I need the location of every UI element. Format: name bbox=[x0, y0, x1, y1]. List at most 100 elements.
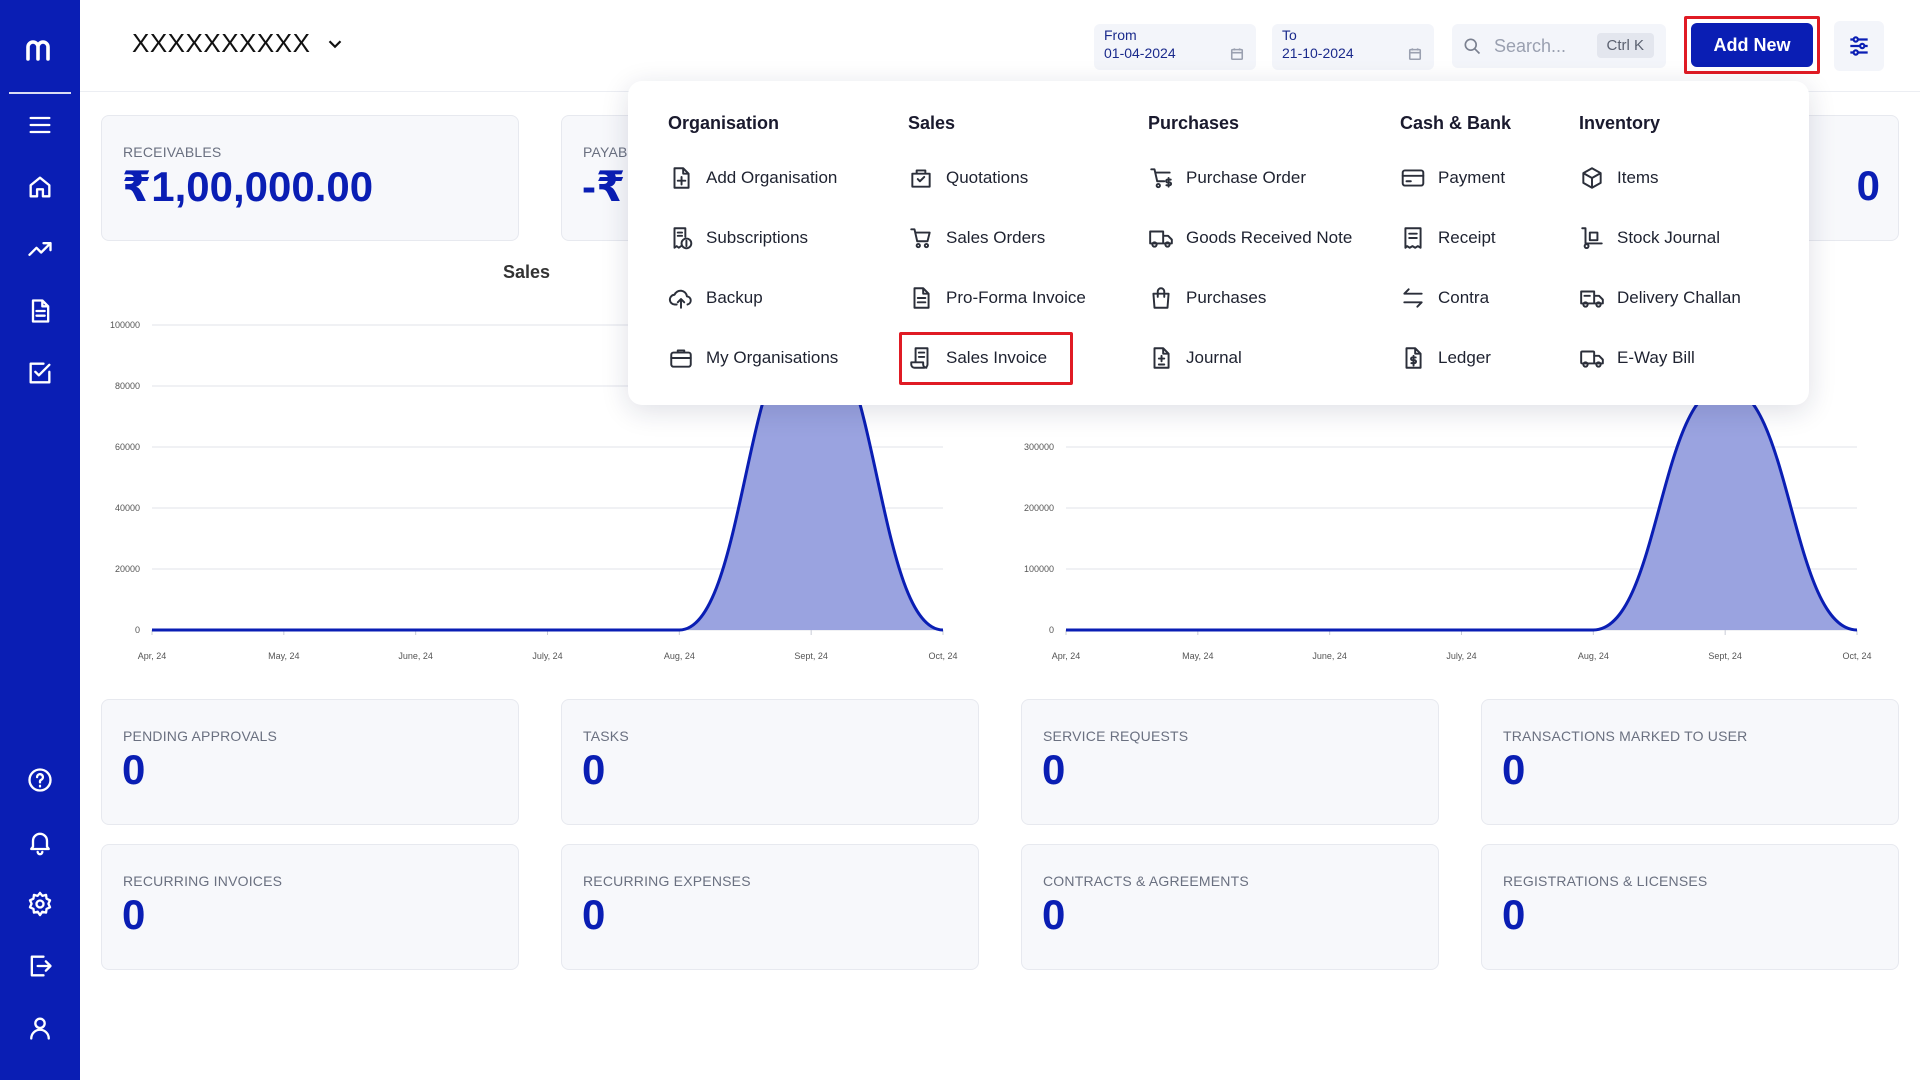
user-icon[interactable] bbox=[22, 1010, 58, 1046]
menu-item-payment[interactable]: Payment bbox=[1400, 165, 1505, 191]
menu-item-label: Add Organisation bbox=[706, 168, 838, 187]
sidebar bbox=[0, 0, 80, 1080]
menu-item-label: Subscriptions bbox=[706, 228, 809, 247]
checkbox-icon[interactable] bbox=[22, 355, 58, 391]
menu-item-contra[interactable]: Contra bbox=[1400, 285, 1489, 311]
sliders-icon bbox=[1850, 36, 1868, 56]
stat-card[interactable]: SERVICE REQUESTS 0 bbox=[1021, 699, 1439, 825]
x-tick-label: Aug, 24 bbox=[664, 651, 695, 661]
bell-icon[interactable] bbox=[22, 824, 58, 860]
column-title: Cash & Bank bbox=[1400, 113, 1512, 133]
menu-item-items[interactable]: Items bbox=[1579, 165, 1659, 191]
stat-card-value: 0 bbox=[582, 891, 606, 938]
add-new-highlight bbox=[1684, 16, 1820, 74]
stat-card[interactable]: CONTRACTS & AGREEMENTS 0 bbox=[1021, 844, 1439, 970]
y-tick-label: 0 bbox=[1049, 625, 1054, 635]
menu-item-label: Purchase Order bbox=[1186, 168, 1306, 187]
app-logo[interactable] bbox=[0, 30, 80, 70]
card-value: -₹ bbox=[582, 163, 626, 210]
x-tick-label: June, 24 bbox=[1312, 651, 1347, 661]
add-new-button[interactable]: Add New bbox=[1691, 23, 1813, 67]
stat-card-label: RECURRING INVOICES bbox=[123, 873, 283, 889]
menu-item-my-organisations[interactable]: My Organisations bbox=[668, 345, 838, 371]
search-shortcut: Ctrl K bbox=[1596, 33, 1654, 58]
to-value: 21-10-2024 bbox=[1282, 45, 1354, 61]
stat-card[interactable]: TRANSACTIONS MARKED TO USER 0 bbox=[1481, 699, 1899, 825]
sidebar-divider bbox=[9, 92, 71, 94]
search-icon bbox=[1464, 38, 1481, 55]
stat-card-label: CONTRACTS & AGREEMENTS bbox=[1043, 873, 1249, 889]
purchases-chart: 0 100000 200000 300000 Apr, 24 May, 24 June, 2… bbox=[1024, 384, 1872, 661]
column-title: Sales bbox=[908, 113, 956, 133]
stat-card[interactable]: TASKS 0 bbox=[561, 699, 979, 825]
menu-item-label: Sales Orders bbox=[946, 228, 1046, 247]
stat-card-value: 0 bbox=[122, 891, 146, 938]
menu-item-label: Receipt bbox=[1438, 228, 1496, 247]
invoice-icon bbox=[913, 287, 930, 309]
card-label: RECEIVABLES bbox=[123, 144, 222, 160]
help-icon[interactable] bbox=[22, 762, 58, 798]
truck-icon bbox=[1149, 230, 1173, 248]
menu-item-label: Quotations bbox=[946, 168, 1029, 187]
x-tick-label: May, 24 bbox=[268, 651, 299, 661]
stat-card[interactable]: RECURRING EXPENSES 0 bbox=[561, 844, 979, 970]
y-tick-label: 80000 bbox=[115, 381, 140, 391]
receipt-icon bbox=[1404, 227, 1422, 249]
briefcase-icon bbox=[670, 349, 692, 368]
menu-item-sales-orders[interactable]: Sales Orders bbox=[908, 225, 1045, 251]
menu-item-add-organisation[interactable]: Add Organisation bbox=[668, 165, 837, 191]
from-date-field[interactable]: From 01-04-2024 bbox=[1094, 24, 1256, 70]
menu-item-receipt[interactable]: Receipt bbox=[1400, 225, 1496, 251]
hand-truck-icon bbox=[1581, 227, 1603, 250]
menu-item-quotations[interactable]: Quotations bbox=[908, 165, 1028, 191]
home-icon[interactable] bbox=[22, 169, 58, 205]
menu-item-stock-journal[interactable]: Stock Journal bbox=[1579, 225, 1720, 251]
menu-item-goods-received-note[interactable]: Goods Received Note bbox=[1148, 225, 1352, 251]
menu-item-subscriptions[interactable]: Subscriptions bbox=[668, 225, 808, 251]
scroll-invoice-icon bbox=[910, 347, 929, 369]
x-tick-label: June, 24 bbox=[398, 651, 433, 661]
x-tick-label: Sept, 24 bbox=[1708, 651, 1742, 661]
menu-item-purchase-order[interactable]: Purchase Order bbox=[1148, 165, 1306, 191]
stat-card[interactable]: REGISTRATIONS & LICENSES 0 bbox=[1481, 844, 1899, 970]
transfer-icon bbox=[1403, 288, 1423, 308]
credit-card-icon bbox=[1401, 169, 1425, 187]
card-label: PAYAB bbox=[583, 144, 628, 160]
menu-item-backup[interactable]: Backup bbox=[668, 285, 763, 311]
menu-item-pro-forma-invoice[interactable]: Pro-Forma Invoice bbox=[908, 285, 1086, 311]
x-tick-label: Apr, 24 bbox=[138, 651, 167, 661]
menu-item-label: Goods Received Note bbox=[1186, 228, 1353, 247]
x-tick-label: Oct, 24 bbox=[1842, 651, 1871, 661]
menu-item-journal[interactable]: Journal bbox=[1148, 345, 1242, 371]
from-value: 01-04-2024 bbox=[1104, 45, 1176, 61]
menu-item-label: Payment bbox=[1438, 168, 1506, 187]
menu-item-label: Stock Journal bbox=[1617, 228, 1720, 247]
menu-item-purchases[interactable]: Purchases bbox=[1148, 285, 1266, 311]
menu-item-e-way-bill[interactable]: E-Way Bill bbox=[1579, 345, 1695, 371]
menu-item-ledger[interactable]: Ledger bbox=[1400, 345, 1491, 371]
menu-item-label: Ledger bbox=[1438, 348, 1491, 367]
search-input[interactable]: Search... Ctrl K bbox=[1452, 24, 1666, 68]
y-tick-label: 40000 bbox=[115, 503, 140, 513]
y-tick-label: 300000 bbox=[1024, 442, 1054, 452]
menu-item-delivery-challan[interactable]: Delivery Challan bbox=[1579, 285, 1741, 311]
menu-item-label: My Organisations bbox=[706, 348, 839, 367]
filter-button[interactable] bbox=[1834, 21, 1884, 71]
card-value: ₹1,00,000.00 bbox=[122, 163, 374, 210]
organisation-selector[interactable]: XXXXXXXXXX bbox=[132, 28, 346, 59]
document-icon[interactable] bbox=[22, 293, 58, 329]
logout-icon[interactable] bbox=[22, 948, 58, 984]
logo-m-icon bbox=[26, 40, 50, 61]
settings-icon[interactable] bbox=[22, 886, 58, 922]
receivables-card[interactable]: RECEIVABLES ₹1,00,000.00 bbox=[101, 115, 519, 241]
series-line bbox=[1066, 384, 1858, 632]
stat-card[interactable]: RECURRING INVOICES 0 bbox=[101, 844, 519, 970]
stat-card-label: TRANSACTIONS MARKED TO USER bbox=[1503, 728, 1748, 744]
stat-card[interactable]: PENDING APPROVALS 0 bbox=[101, 699, 519, 825]
menu-item-sales-invoice[interactable]: Sales Invoice bbox=[908, 345, 1047, 371]
to-date-field[interactable]: To 21-10-2024 bbox=[1272, 24, 1434, 70]
x-tick-label: July, 24 bbox=[532, 651, 562, 661]
trending-up-icon[interactable] bbox=[22, 231, 58, 267]
menu-icon[interactable] bbox=[22, 107, 58, 143]
to-label: To bbox=[1282, 27, 1297, 43]
